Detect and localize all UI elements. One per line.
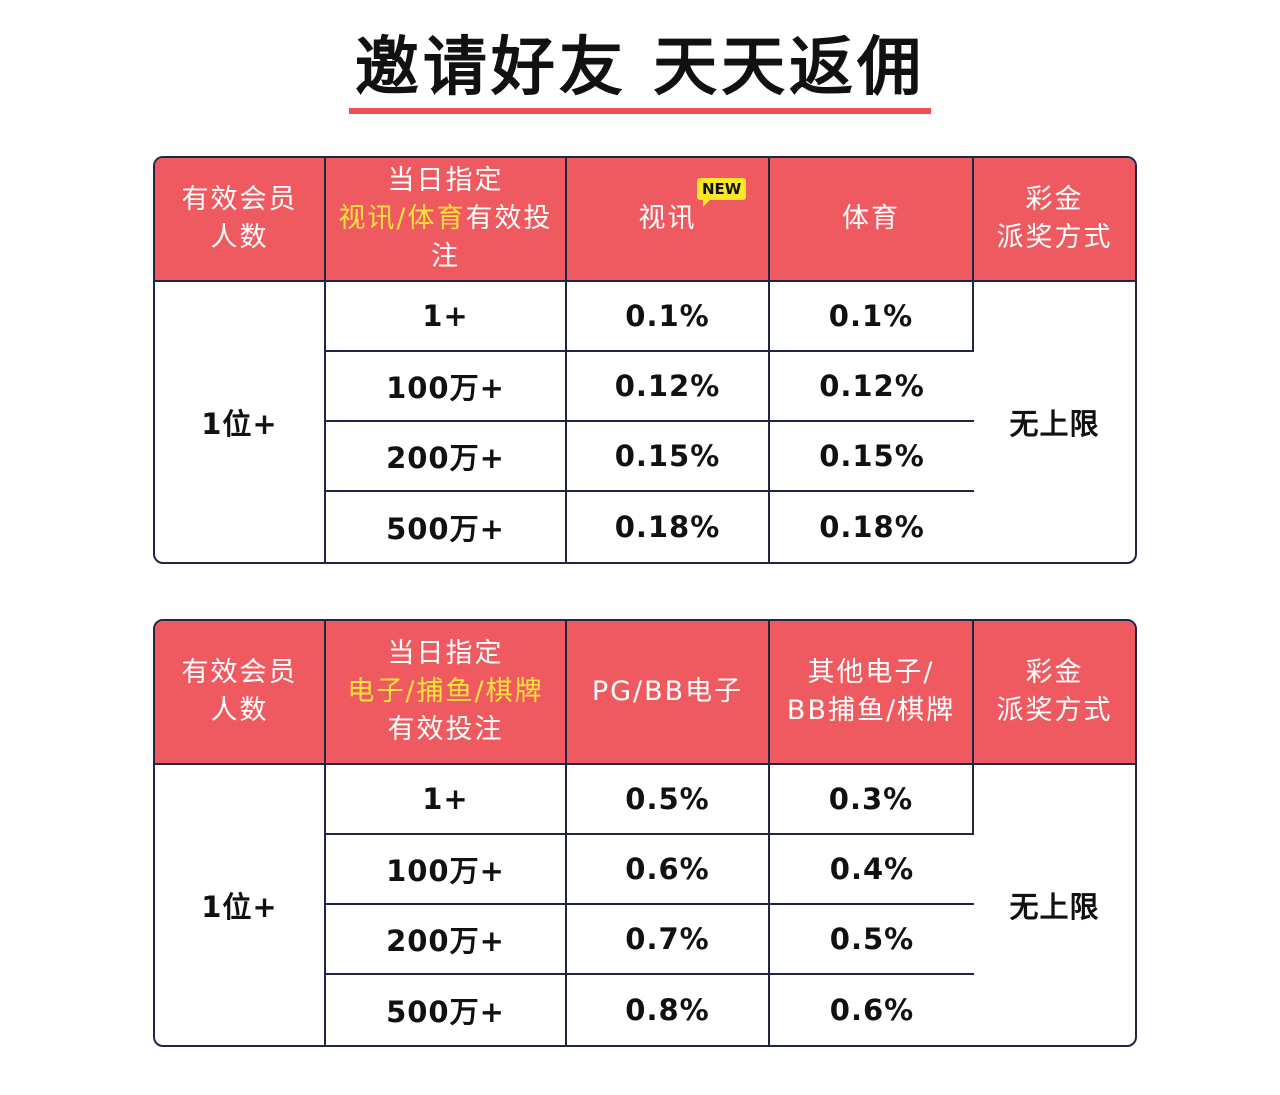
header-video-label: 视讯 — [638, 203, 697, 234]
pg-bb-rate: 0.7% — [567, 905, 770, 975]
header-payout: 彩金 派奖方式 — [974, 158, 1135, 282]
table-row: 100万+ 0.12% 0.12% — [155, 352, 1135, 422]
header-members: 有效会员 人数 — [155, 158, 326, 282]
prize-limit: 无上限 — [1009, 890, 1100, 924]
table-row: 500万+ 0.8% 0.6% — [155, 975, 1135, 1045]
slots-fishing-cards-rebate-table: 有效会员 人数 当日指定 电子/捕鱼/棋牌 有效投注 PG/BB电子 其他电子/… — [153, 619, 1137, 1047]
tier-cell: 100万+ — [326, 835, 567, 905]
header-sports-label: 体育 — [842, 203, 900, 234]
header-payout: 彩金 派奖方式 — [974, 621, 1135, 765]
other-games-rate: 0.3% — [770, 765, 974, 835]
header-other-games: 其他电子/ BB捕鱼/棋牌 — [770, 621, 974, 765]
other-games-rate: 0.5% — [770, 905, 974, 975]
header-other-games-line1: 其他电子/ — [807, 657, 935, 688]
header-payout-line2: 派奖方式 — [996, 695, 1113, 726]
header-bet-suffix: 有效投注 — [431, 203, 553, 272]
pg-bb-rate: 0.6% — [567, 835, 770, 905]
pg-bb-rate: 0.5% — [567, 765, 770, 835]
pg-bb-rate: 0.8% — [567, 975, 770, 1045]
sports-rate: 0.1% — [770, 282, 974, 352]
table-row: 500万+ 0.18% 0.18% — [155, 492, 1135, 562]
header-daily-bet-line1: 当日指定 — [387, 638, 504, 669]
tier-cell: 200万+ — [326, 905, 567, 975]
table-row: 200万+ 0.15% 0.15% — [155, 422, 1135, 492]
sports-rate: 0.15% — [770, 422, 974, 492]
table-row: 100万+ 0.6% 0.4% — [155, 835, 1135, 905]
sports-rate: 0.12% — [770, 352, 974, 422]
header-payout-line1: 彩金 — [1025, 657, 1084, 688]
page-title: 邀请好友 天天返佣 — [348, 28, 932, 114]
other-games-rate: 0.4% — [770, 835, 974, 905]
video-sports-rebate-table: 有效会员 人数 当日指定 视讯/体育有效投注 NEW 视讯 体育 彩金 派奖方式… — [153, 156, 1137, 564]
video-rate: 0.1% — [567, 282, 770, 352]
sports-rate: 0.18% — [819, 510, 925, 544]
header-daily-bet-line1: 当日指定 — [387, 165, 504, 196]
tier-cell: 500万+ — [326, 975, 567, 1045]
header-daily-bet-line3: 有效投注 — [387, 714, 504, 745]
video-rate: 0.12% — [567, 352, 770, 422]
member-count: 1位+ — [155, 282, 326, 562]
header-other-games-line2: BB捕鱼/棋牌 — [786, 695, 956, 726]
tier-cell: 100万+ — [326, 352, 567, 422]
header-highlight-text: 电子/捕鱼/棋牌 — [347, 676, 544, 707]
table-row: 1位+ 1+ 0.5% 0.3% 无上限 — [155, 765, 1135, 1045]
tier-cell: 500万+ — [326, 492, 567, 562]
header-members-line2: 人数 — [210, 222, 269, 253]
new-badge: NEW — [697, 178, 747, 207]
header-highlight-text: 视讯/体育 — [338, 203, 466, 234]
header-sports: 体育 — [770, 158, 974, 282]
header-payout-line2: 派奖方式 — [996, 222, 1113, 253]
member-count: 1位+ — [155, 765, 326, 1045]
header-pg-bb-slots: PG/BB电子 — [567, 621, 770, 765]
header-video: NEW 视讯 — [567, 158, 770, 282]
video-rate: 0.15% — [567, 422, 770, 492]
video-rate: 0.18% — [567, 492, 770, 562]
header-members-line1: 有效会员 — [181, 657, 298, 688]
tier-cell: 200万+ — [326, 422, 567, 492]
other-games-rate: 0.6% — [829, 993, 915, 1027]
header-daily-bet-line2: 视讯/体育有效投注 — [326, 200, 565, 276]
table-row: 1位+ 1+ 0.1% 0.1% 无上限 — [155, 282, 1135, 562]
header-daily-bet: 当日指定 视讯/体育有效投注 — [326, 158, 567, 282]
header-members-line2: 人数 — [210, 695, 269, 726]
header-members-line1: 有效会员 — [181, 184, 298, 215]
tier-cell: 1+ — [326, 282, 567, 352]
table-row: 200万+ 0.7% 0.5% — [155, 905, 1135, 975]
table-header-row: 有效会员 人数 当日指定 视讯/体育有效投注 NEW 视讯 体育 彩金 派奖方式 — [155, 158, 1135, 282]
table-header-row: 有效会员 人数 当日指定 电子/捕鱼/棋牌 有效投注 PG/BB电子 其他电子/… — [155, 621, 1135, 765]
tier-cell: 1+ — [326, 765, 567, 835]
page-title-wrap: 邀请好友 天天返佣 — [0, 28, 1280, 114]
header-payout-line1: 彩金 — [1025, 184, 1084, 215]
header-pg-bb-slots-label: PG/BB电子 — [591, 676, 744, 707]
prize-limit: 无上限 — [1009, 407, 1100, 441]
header-members: 有效会员 人数 — [155, 621, 326, 765]
header-daily-bet: 当日指定 电子/捕鱼/棋牌 有效投注 — [326, 621, 567, 765]
